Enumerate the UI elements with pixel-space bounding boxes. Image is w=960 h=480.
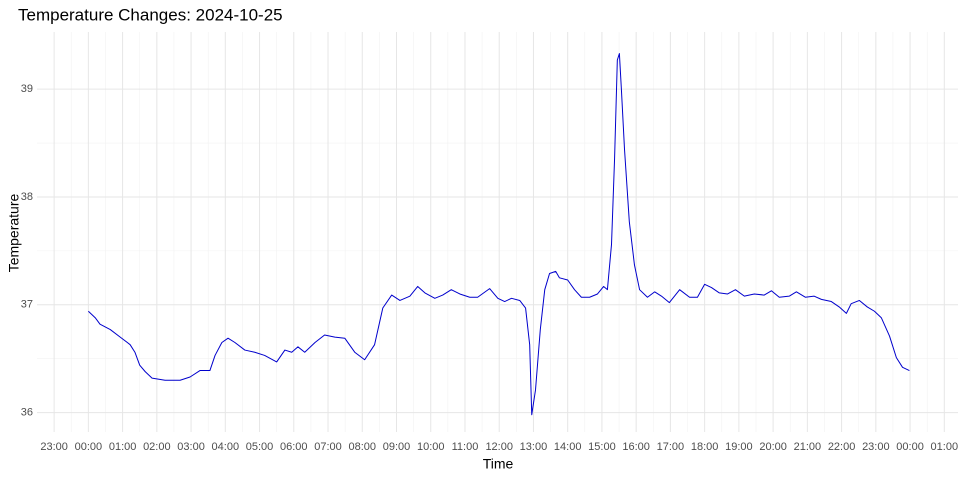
x-tick-label: 13:00 [520, 441, 548, 453]
data-line [88, 53, 910, 416]
x-tick-label: 19:00 [725, 441, 753, 453]
x-tick-label: 16:00 [622, 441, 650, 453]
x-tick-label: 07:00 [314, 441, 342, 453]
y-tick-label: 39 [21, 83, 33, 95]
x-tick-label: 23:00 [862, 441, 890, 453]
y-tick-label: 37 [21, 299, 33, 311]
x-tick-label: 22:00 [828, 441, 856, 453]
chart-title: Temperature Changes: 2024-10-25 [18, 5, 283, 24]
x-tick-label: 01:00 [931, 441, 959, 453]
x-tick-label: 17:00 [657, 441, 685, 453]
x-tick-label: 10:00 [417, 441, 445, 453]
x-tick-label: 04:00 [212, 441, 240, 453]
x-tick-label: 23:00 [40, 441, 68, 453]
x-tick-label: 00:00 [75, 441, 103, 453]
x-axis-title: Time [483, 456, 514, 472]
x-tick-label: 00:00 [896, 441, 924, 453]
x-tick-label: 08:00 [348, 441, 376, 453]
x-tick-label: 18:00 [691, 441, 719, 453]
x-tick-label: 09:00 [383, 441, 411, 453]
x-tick-label: 06:00 [280, 441, 308, 453]
x-tick-label: 03:00 [177, 441, 205, 453]
x-tick-label: 14:00 [554, 441, 582, 453]
x-tick-label: 15:00 [588, 441, 616, 453]
y-axis-title: Temperature [6, 193, 22, 272]
x-tick-label: 11:00 [452, 441, 479, 453]
x-tick-label: 02:00 [143, 441, 171, 453]
x-tick-label: 05:00 [246, 441, 274, 453]
x-tick-label: 20:00 [759, 441, 787, 453]
y-tick-label: 38 [21, 191, 33, 203]
x-tick-label: 12:00 [485, 441, 513, 453]
x-tick-label: 01:00 [109, 441, 137, 453]
x-tick-label: 21:00 [794, 441, 822, 453]
y-tick-label: 36 [21, 406, 33, 418]
